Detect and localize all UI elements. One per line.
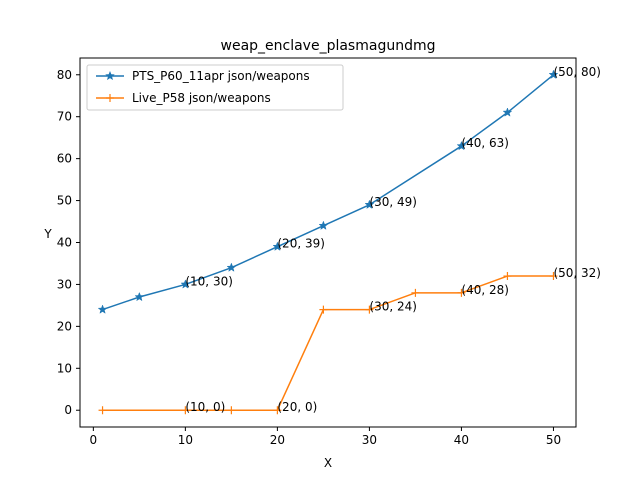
data-label: (40, 63) <box>461 136 509 150</box>
chart-title: weap_enclave_plasmagundmg <box>221 38 436 54</box>
data-point <box>134 291 145 302</box>
y-tick-label: 50 <box>57 194 72 208</box>
legend-label: Live_P58 json/weapons <box>132 91 271 105</box>
legend-box <box>86 64 344 111</box>
data-label: (40, 28) <box>461 283 509 297</box>
y-tick-label: 60 <box>57 152 72 166</box>
data-point <box>273 406 282 415</box>
x-axis-label: X <box>324 456 332 470</box>
x-tick-label: 0 <box>90 433 98 447</box>
data-point <box>502 107 513 117</box>
data-point <box>180 279 191 289</box>
series-line <box>102 74 554 311</box>
y-tick-label: 40 <box>57 236 72 250</box>
series-2 <box>98 272 558 415</box>
x-tick-label: 30 <box>362 433 377 447</box>
series-line <box>102 275 554 411</box>
data-point <box>98 406 107 415</box>
x-tick-label: 10 <box>178 433 193 447</box>
data-label: (30, 49) <box>369 195 417 209</box>
data-point <box>318 220 329 230</box>
data-point <box>364 199 375 209</box>
legend-item: Live_P58 json/weapons <box>96 91 271 105</box>
data-label: (10, 0) <box>185 400 225 414</box>
data-label: (20, 39) <box>277 237 325 251</box>
data-label: (30, 24) <box>369 300 417 314</box>
data-point <box>549 272 558 281</box>
series-1 <box>97 69 559 314</box>
data-point <box>548 69 559 79</box>
legend-item: PTS_P60_11apr json/weapons <box>96 69 310 83</box>
data-point <box>411 288 420 297</box>
y-tick-label: 70 <box>57 110 72 124</box>
legend-marker <box>106 94 114 102</box>
y-axis: 0 10 20 30 40 50 60 70 80 <box>57 68 80 417</box>
data-label: (50, 32) <box>553 266 601 280</box>
series-layer <box>97 69 559 415</box>
legend-label: PTS_P60_11apr json/weapons <box>132 69 310 83</box>
data-point <box>456 140 467 151</box>
data-point <box>97 304 108 314</box>
y-axis-label: Y <box>43 227 52 241</box>
legend: PTS_P60_11apr json/weapons Live_P58 json/… <box>86 64 344 111</box>
data-point <box>457 288 466 297</box>
y-tick-label: 20 <box>57 319 72 333</box>
y-tick-label: 30 <box>57 277 72 291</box>
data-point <box>181 406 190 415</box>
data-point <box>319 305 328 314</box>
x-tick-label: 20 <box>270 433 285 447</box>
y-tick-label: 10 <box>57 361 72 375</box>
x-axis: 0 10 20 30 40 50 <box>90 427 561 447</box>
data-point <box>272 241 283 251</box>
x-tick-label: 50 <box>546 433 561 447</box>
data-point <box>226 262 237 272</box>
legend-marker <box>105 70 115 81</box>
y-tick-label: 80 <box>57 68 72 82</box>
data-point <box>227 406 236 415</box>
data-point <box>365 305 374 314</box>
annotation-layer: (10, 30) (20, 39) (30, 49) (40, 63) (50, 80)… <box>185 65 601 414</box>
data-label: (20, 0) <box>277 400 317 414</box>
data-point <box>503 272 512 281</box>
y-tick-label: 0 <box>64 403 72 417</box>
data-label: (50, 80) <box>553 65 601 79</box>
data-label: (10, 30) <box>185 274 233 288</box>
x-tick-label: 40 <box>454 433 469 447</box>
